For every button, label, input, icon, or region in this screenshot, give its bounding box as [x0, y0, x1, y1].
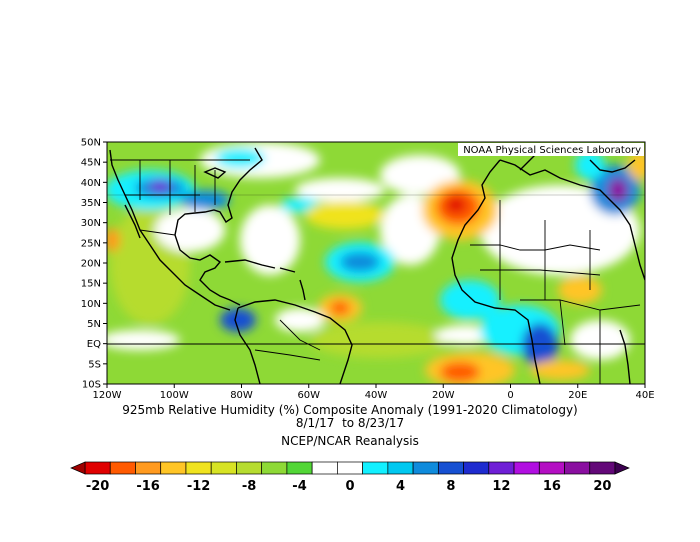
colorbar-swatch: [412, 461, 439, 475]
lon-tick-label: 120W: [93, 390, 122, 401]
lon-tick-label: 60W: [297, 390, 320, 401]
colorbar-label: 20: [593, 479, 611, 494]
colorbar-swatch: [236, 461, 263, 475]
colorbar-swatch: [311, 461, 338, 475]
colorbar-swatch: [589, 461, 616, 475]
lon-tick-label: 20E: [568, 390, 587, 401]
arrow-right-icon: [614, 461, 630, 475]
lat-tick-label: 10N: [81, 299, 101, 310]
lat-tick-label: 15N: [81, 279, 101, 290]
colorbar-label: -12: [187, 479, 211, 494]
colorbar-swatch: [387, 461, 414, 475]
colorbar-labels: -20 -16 -12 -8 -4 0 4 8 12 16 20: [86, 479, 612, 494]
lat-tick-label: 45N: [81, 158, 101, 169]
colorbar-swatch: [210, 461, 237, 475]
lat-tick-label: 35N: [81, 198, 101, 209]
lat-tick-label: 50N: [81, 138, 101, 149]
credit-label: NOAA Physical Sciences Laboratory: [463, 145, 641, 156]
colorbar-label: -4: [292, 479, 306, 494]
colorbar-label: -20: [86, 479, 110, 494]
colorbar-label: -8: [242, 479, 256, 494]
map-panel: [107, 142, 645, 384]
colorbar-label: -16: [136, 479, 160, 494]
colorbar-swatch: [362, 461, 389, 475]
credit-box: NOAA Physical Sciences Laboratory: [458, 143, 644, 156]
colorbar-swatch: [463, 461, 490, 475]
colorbar-label: 8: [446, 479, 455, 494]
colorbar-swatch: [538, 461, 565, 475]
lat-tick-label: 5S: [88, 359, 101, 370]
colorbar-label: 0: [345, 479, 354, 494]
colorbar-swatch: [160, 461, 187, 475]
lon-tick-label: 40W: [365, 390, 388, 401]
lat-tick-label: 20N: [81, 259, 101, 270]
lon-tick-label: 80W: [230, 390, 253, 401]
lat-tick-label: EQ: [87, 339, 101, 350]
arrow-left-icon: [70, 461, 86, 475]
colorbar-swatch: [488, 461, 515, 475]
map-title: 925mb Relative Humidity (%) Composite An…: [122, 403, 578, 417]
colorbar-swatch: [84, 461, 111, 475]
colorbar-swatch: [261, 461, 288, 475]
lat-tick-label: 40N: [81, 178, 101, 189]
lon-tick-label: 100W: [160, 390, 189, 401]
colorbar-label: 4: [396, 479, 405, 494]
colorbar-swatch: [286, 461, 313, 475]
colorbar-label: 16: [543, 479, 561, 494]
lat-tick-label: 10S: [82, 380, 101, 391]
colorbar-swatch: [135, 461, 162, 475]
lon-tick-label: 20W: [432, 390, 455, 401]
date-range: 8/1/17 to 8/23/17: [295, 416, 405, 430]
colorbar-label: 12: [492, 479, 510, 494]
colorbar-swatch: [185, 461, 212, 475]
longitude-axis: 120W 100W 80W 60W 40W 20W 0 20E 40E: [93, 384, 655, 401]
data-source: NCEP/NCAR Reanalysis: [281, 434, 419, 448]
colorbar-swatch: [109, 461, 136, 475]
lat-tick-label: 30N: [81, 218, 101, 229]
colorbar-swatch: [564, 461, 591, 475]
political-borders: [110, 159, 641, 384]
lat-tick-label: 25N: [81, 238, 101, 249]
lon-tick-label: 0: [507, 390, 513, 401]
lon-tick-label: 40E: [635, 390, 654, 401]
colorbar-swatch: [513, 461, 540, 475]
colorbar: [70, 461, 630, 475]
colorbar-swatch: [337, 461, 363, 475]
lat-tick-label: 5N: [87, 319, 101, 330]
colorbar-swatch: [437, 461, 464, 475]
coastlines: [109, 144, 645, 384]
latitude-axis: 50N 45N 40N 35N 30N 25N 20N 15N 10N 5N EQ 5S 10S: [81, 138, 107, 391]
